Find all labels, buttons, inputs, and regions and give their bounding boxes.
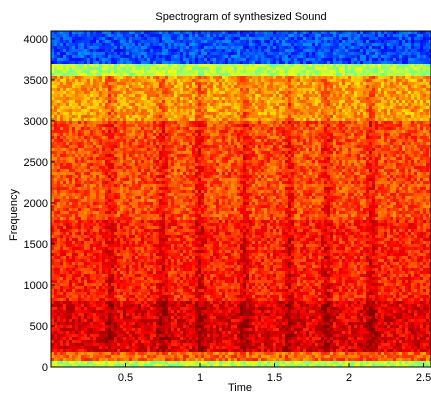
y-axis: 0 500 1000 1500 2000 2500 3000 3500 4000 — [24, 34, 55, 374]
x-tick-label: 1.5 — [267, 372, 282, 384]
x-tick-label: 2.5 — [416, 372, 431, 384]
y-tick-label: 2000 — [24, 198, 48, 210]
y-tick-label: 3000 — [24, 116, 48, 128]
x-tick-label: 2 — [346, 372, 352, 384]
y-tick-label: 500 — [30, 321, 48, 333]
spectrogram-heatmap — [51, 31, 431, 367]
y-tick-label: 2500 — [24, 157, 48, 169]
x-axis: 0.5 1 1.5 2 2.5 — [118, 363, 431, 384]
chart-title: Spectrogram of synthesized Sound — [155, 11, 326, 23]
y-tick-label: 3500 — [24, 75, 48, 87]
x-tick-label: 0.5 — [118, 372, 133, 384]
y-axis-label: Frequency — [8, 189, 20, 241]
x-axis-label: Time — [228, 382, 252, 393]
y-tick-label: 0 — [42, 362, 48, 374]
y-tick-label: 1000 — [24, 280, 48, 292]
x-tick-label: 1 — [197, 372, 203, 384]
y-tick-label: 4000 — [24, 34, 48, 46]
plot-frame — [50, 30, 431, 368]
y-tick-label: 1500 — [24, 239, 48, 251]
